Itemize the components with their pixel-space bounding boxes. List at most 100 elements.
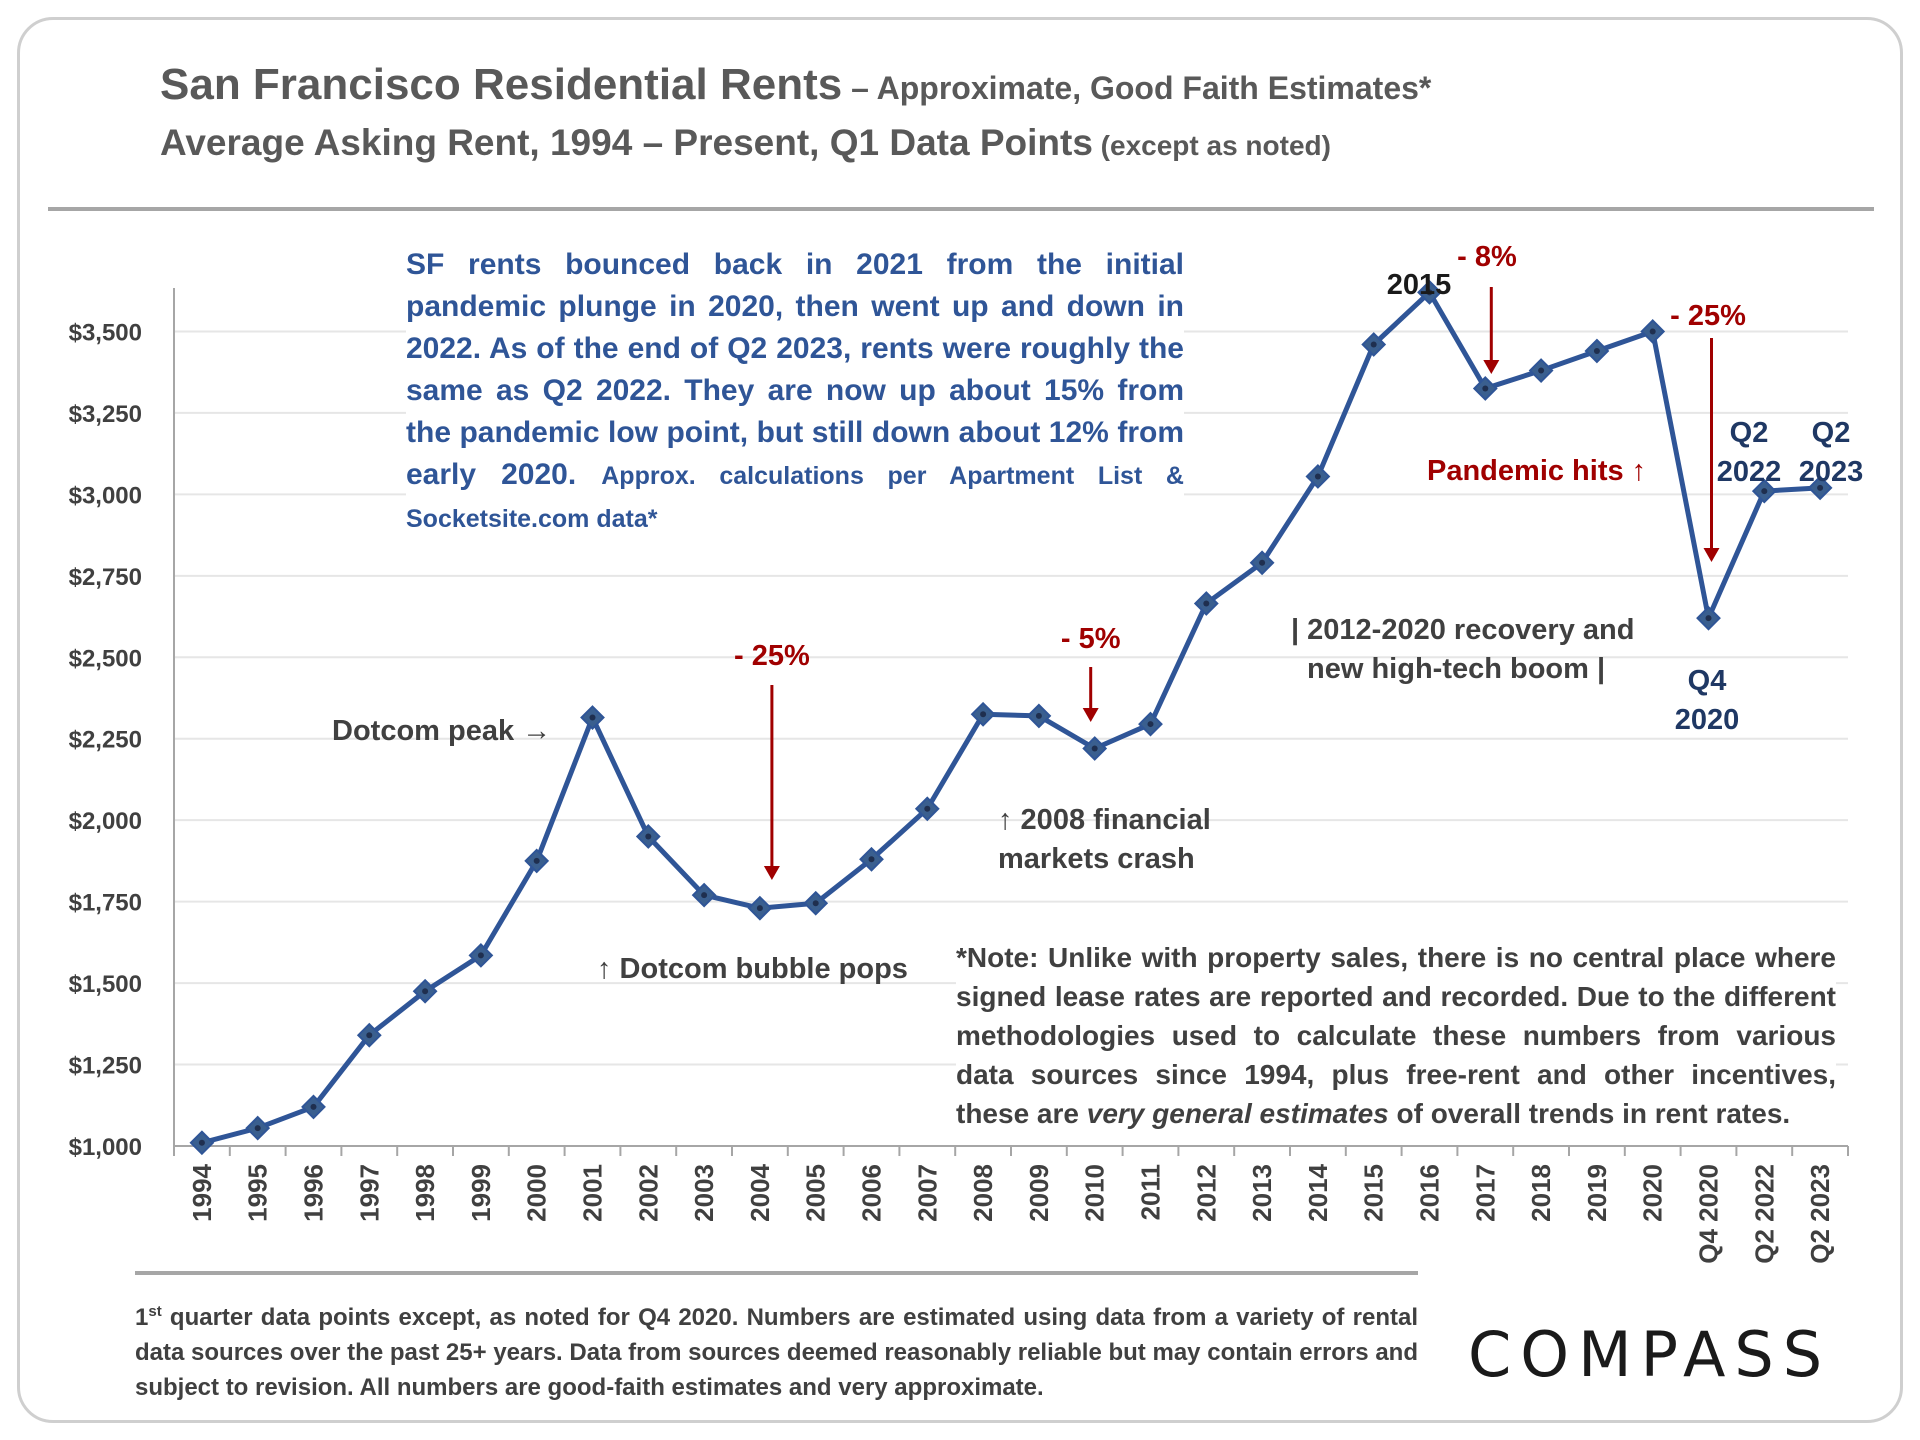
data-point-center: [701, 892, 708, 899]
x-tick-label: 2020: [1638, 1164, 1668, 1222]
x-tick-label: 2007: [912, 1164, 942, 1222]
x-tick-label: 2011: [1136, 1164, 1166, 1220]
data-point-center: [1370, 341, 1377, 348]
annotation-pandemic-hits: Pandemic hits ↑: [1427, 455, 1646, 487]
data-point-center: [1538, 367, 1545, 374]
annotation-financial-crash-line2: markets crash: [998, 843, 1195, 875]
axes: [173, 288, 1849, 1156]
annotation-q2-2023-line2: 2023: [1799, 456, 1864, 488]
x-tick-label: 2013: [1247, 1164, 1277, 1222]
x-tick-label: 2002: [633, 1164, 663, 1222]
title-text: San Francisco Residential Rents: [160, 60, 843, 109]
annotation-q4-2020-line1: Q4: [1688, 665, 1727, 697]
title-suffix: – Approximate, Good Faith Estimates*: [842, 70, 1432, 106]
series-line: [201, 289, 1821, 1146]
subtitle-text: Average Asking Rent, 1994 – Present, Q1 …: [160, 122, 1093, 163]
x-tick-label: 2009: [1024, 1164, 1054, 1222]
y-tick-label: $3,500: [69, 319, 142, 346]
arrow-drop-2010-head: [1082, 708, 1099, 722]
x-tick-label: 2019: [1582, 1164, 1612, 1222]
x-tick-label: 1999: [466, 1164, 496, 1222]
note-part1: *Note: Unlike with property sales, there…: [956, 942, 1836, 1129]
y-tick-label: $3,250: [69, 401, 142, 428]
x-tick-label: 2014: [1303, 1163, 1333, 1221]
x-tick-label: 2005: [801, 1164, 831, 1222]
data-point-center: [533, 857, 540, 864]
y-tick-label: $1,250: [69, 1053, 142, 1080]
data-point-center: [1705, 615, 1712, 622]
annotation-q2-2022-line1: Q2: [1730, 417, 1769, 449]
x-tick-label: 2000: [522, 1164, 552, 1222]
note-part2: of overall trends in rent rates.: [1388, 1098, 1791, 1129]
x-tick-label: 2017: [1470, 1164, 1500, 1222]
annotation-dotcom-peak: Dotcom peak →: [332, 715, 551, 747]
annotation-drop-2017: - 8%: [1457, 241, 1517, 273]
data-point-center: [1761, 488, 1768, 495]
series-markers: [189, 279, 1833, 1156]
data-point-center: [980, 711, 987, 718]
x-tick-label: 2016: [1415, 1164, 1445, 1222]
x-tick-label: Q2 2023: [1805, 1164, 1835, 1264]
data-point-center: [1593, 348, 1600, 355]
annotation-dotcom-pops: ↑ Dotcom bubble pops: [597, 953, 908, 985]
data-point-center: [310, 1103, 317, 1110]
data-point-center: [1147, 721, 1154, 728]
y-tick-labels: $1,000 $1,250 $1,500 $1,750 $2,000 $2,250 $2,5…: [69, 319, 142, 1161]
arrow-drop-2017-head: [1483, 360, 1500, 374]
y-tick-label: $3,000: [69, 482, 142, 509]
y-tick-label: $1,500: [69, 971, 142, 998]
data-point-center: [645, 833, 652, 840]
annotation-financial-crash-line1: ↑ 2008 financial: [998, 804, 1211, 836]
footer-divider: [135, 1271, 1418, 1275]
annotation-drop-2004: - 25%: [734, 640, 810, 672]
x-tick-label: 2004: [745, 1163, 775, 1221]
chart-subtitle: Average Asking Rent, 1994 – Present, Q1 …: [160, 122, 1331, 164]
footer-ordinal: 1: [135, 1304, 149, 1331]
x-tick-label: 2018: [1526, 1164, 1556, 1222]
y-tick-label: $2,500: [69, 645, 142, 672]
x-tick-label: 2003: [689, 1164, 719, 1222]
arrow-drop-2020-head: [1703, 548, 1720, 562]
title-divider: [48, 207, 1874, 211]
summary-source: Approx. calculations per Apartment List …: [406, 462, 1184, 533]
x-tick-label: 2012: [1191, 1164, 1221, 1222]
data-point-center: [1649, 328, 1656, 335]
x-tick-label: 1994: [187, 1163, 217, 1221]
annotation-q4-2020-line2: 2020: [1675, 704, 1740, 736]
compass-logo: COMPASS: [1468, 1318, 1832, 1391]
annotation-q2-2022-line2: 2022: [1717, 456, 1782, 488]
x-tick-label: 2006: [857, 1164, 887, 1222]
x-tick-label: 2015: [1359, 1164, 1389, 1222]
subtitle-suffix: (except as noted): [1092, 130, 1331, 161]
x-tick-labels: 1994 1995 1996 1997 1998 1999 2000 2001 2002 2003…: [187, 1163, 1835, 1263]
footer-text: quarter data points except, as noted for…: [135, 1304, 1418, 1401]
data-point-center: [868, 856, 875, 863]
data-point-center: [589, 714, 596, 721]
note-emphasis: very general estimates: [1086, 1098, 1389, 1129]
y-tick-label: $1,000: [69, 1134, 142, 1161]
x-tick-label: 1998: [410, 1164, 440, 1222]
data-point-center: [812, 900, 819, 907]
data-point-center: [198, 1139, 205, 1146]
summary-note: SF rents bounced back in 2021 from the i…: [406, 244, 1184, 540]
x-tick-label: Q2 2022: [1749, 1164, 1779, 1264]
data-point-center: [366, 1032, 373, 1039]
chart-title: San Francisco Residential Rents – Approx…: [160, 60, 1431, 110]
x-tick-label: 2001: [578, 1164, 608, 1222]
annotation-label-2015: 2015: [1387, 269, 1452, 301]
annotation-drop-2010: - 5%: [1061, 623, 1121, 655]
x-tick-label: 2008: [968, 1164, 998, 1222]
y-tick-label: $2,000: [69, 808, 142, 835]
y-tick-label: $2,750: [69, 564, 142, 591]
x-tick-label: Q4 2020: [1694, 1164, 1724, 1264]
x-tick-label: 1997: [354, 1164, 384, 1222]
y-tick-label: $2,250: [69, 727, 142, 754]
data-point-center: [1091, 745, 1098, 752]
annotation-recovery-line2: new high-tech boom |: [1307, 653, 1605, 685]
y-tick-label: $1,750: [69, 890, 142, 917]
summary-main: SF rents bounced back in 2021 from the i…: [406, 248, 1184, 491]
series-line-path: [201, 289, 1821, 1146]
data-point-center: [1259, 559, 1266, 566]
data-point-center: [1203, 600, 1210, 607]
